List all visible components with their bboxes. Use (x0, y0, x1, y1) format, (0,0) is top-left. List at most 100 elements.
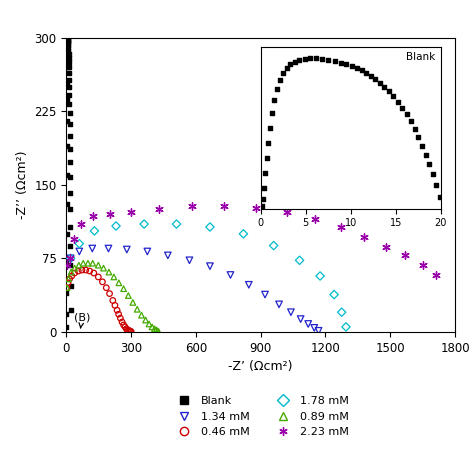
Point (358, 66, 365, 74)
Point (75, 240, 83, 247)
Point (296, 256, 303, 264)
Point (89, 259, 97, 267)
Point (63, 230, 70, 237)
Point (331, 57, 338, 65)
Point (436, 194, 444, 201)
Point (84, 259, 92, 267)
Point (124, 326, 131, 334)
Point (138, 311, 146, 319)
Point (63, 54, 71, 61)
Point (123, 246, 131, 253)
Point (283, 209, 291, 216)
Point (65, 69, 73, 77)
Point (414, 133, 422, 141)
Point (142, 316, 149, 324)
Point (89, 245, 96, 252)
Point (129, 299, 137, 306)
Point (401, 252, 409, 259)
Point (86, 267, 93, 275)
Point (75, 261, 82, 269)
Point (123, 325, 130, 333)
Point (291, 58, 299, 65)
Point (64, 36, 72, 44)
Point (64, 39, 72, 46)
Point (121, 323, 129, 331)
Point (65, 76, 73, 84)
Point (120, 285, 128, 292)
Point (206, 223, 214, 231)
Point (315, 327, 322, 335)
Point (112, 222, 120, 230)
Point (151, 325, 158, 333)
Point (432, 271, 439, 279)
Point (67, 261, 74, 269)
Point (65, 59, 73, 66)
Point (106, 210, 113, 218)
Point (63, 118, 71, 125)
Point (65, 64, 73, 71)
Point (419, 261, 427, 269)
Point (65, 275, 73, 283)
Point (325, 56, 332, 64)
Point (280, 69, 287, 76)
Point (376, 79, 383, 86)
Point (67, 307, 74, 314)
Point (70, 235, 78, 243)
Point (91, 227, 98, 235)
Point (425, 160, 433, 168)
Point (94, 273, 102, 281)
Point (318, 55, 326, 63)
Point (67, 255, 74, 262)
Point (348, 62, 356, 69)
Point (80, 259, 87, 267)
Point (273, 85, 281, 92)
Point (154, 327, 161, 335)
Point (311, 215, 319, 223)
Point (64, 37, 71, 45)
X-axis label: -Z’ (Ωcm²): -Z’ (Ωcm²) (228, 360, 293, 373)
Point (71, 269, 78, 277)
Point (342, 323, 350, 331)
Point (418, 142, 426, 149)
Point (115, 279, 123, 287)
Point (65, 50, 73, 57)
Point (338, 309, 346, 316)
Point (258, 202, 265, 210)
Point (126, 327, 133, 335)
Point (422, 151, 429, 158)
Point (64, 46, 71, 54)
Point (276, 76, 283, 84)
Point (270, 242, 277, 249)
Point (102, 284, 110, 292)
Point (106, 290, 113, 297)
Point (263, 155, 270, 162)
Point (128, 209, 135, 216)
Point (127, 328, 134, 335)
Point (310, 324, 318, 332)
Point (259, 196, 266, 203)
Point (227, 271, 234, 279)
Point (66, 145, 73, 153)
Point (115, 310, 122, 318)
Point (63, 201, 70, 208)
Point (433, 181, 440, 189)
Point (74, 267, 82, 275)
Legend: Blank, 1.34 mM, 0.46 mM, 1.78 mM, 0.89 mM, 2.23 mM: Blank, 1.34 mM, 0.46 mM, 1.78 mM, 0.89 m… (173, 396, 348, 437)
Point (66, 173, 74, 181)
Point (90, 212, 97, 220)
Point (78, 266, 86, 274)
Point (78, 220, 85, 228)
Point (407, 118, 415, 125)
Point (253, 205, 260, 212)
Point (111, 301, 118, 309)
Point (66, 189, 74, 197)
Point (245, 281, 253, 289)
Point (64, 36, 72, 44)
Point (304, 320, 312, 328)
Point (75, 248, 83, 255)
Point (118, 318, 126, 326)
Point (411, 125, 419, 133)
Point (64, 44, 72, 52)
Point (268, 109, 275, 117)
Text: Blank: Blank (406, 52, 436, 62)
